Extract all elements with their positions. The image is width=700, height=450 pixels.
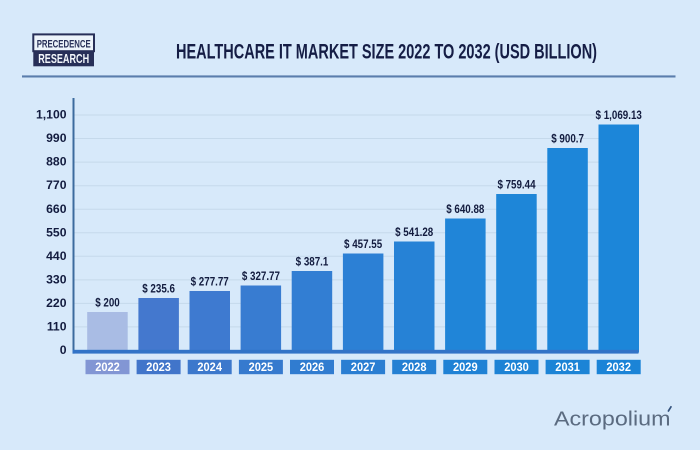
svg-text:$ 327.77: $ 327.77 (242, 269, 280, 283)
svg-text:2027: 2027 (351, 360, 376, 374)
svg-text:HEALTHCARE IT MARKET SIZE 2022: HEALTHCARE IT MARKET SIZE 2022 TO 2032 (… (176, 39, 597, 63)
svg-text:2024: 2024 (197, 360, 222, 374)
svg-text:990: 990 (46, 131, 67, 145)
svg-text:2028: 2028 (402, 360, 427, 374)
svg-text:550: 550 (46, 225, 67, 239)
svg-text:2023: 2023 (146, 360, 171, 374)
svg-text:770: 770 (46, 178, 67, 192)
svg-text:440: 440 (46, 249, 67, 263)
svg-text:$ 277.77: $ 277.77 (191, 275, 229, 289)
svg-text:2022: 2022 (95, 360, 120, 374)
svg-text:$ 1,069.13: $ 1,069.13 (596, 108, 642, 122)
svg-text:$ 200: $ 200 (95, 296, 120, 310)
svg-text:$ 541.28: $ 541.28 (395, 225, 433, 239)
svg-text:2025: 2025 (249, 360, 274, 374)
svg-text:2029: 2029 (453, 360, 478, 374)
svg-text:Acropolium: Acropolium (554, 408, 671, 430)
svg-text:RESEARCH: RESEARCH (38, 52, 89, 66)
svg-text:220: 220 (46, 296, 67, 310)
svg-text:660: 660 (46, 202, 67, 216)
svg-text:330: 330 (46, 273, 67, 287)
svg-text:$ 759.44: $ 759.44 (497, 178, 535, 192)
svg-text:$ 457.55: $ 457.55 (344, 237, 382, 251)
svg-text:2030: 2030 (504, 360, 529, 374)
svg-text:$ 387.1: $ 387.1 (296, 255, 329, 269)
svg-text:2032: 2032 (606, 360, 631, 374)
svg-text:110: 110 (47, 320, 67, 334)
svg-text:2031: 2031 (555, 360, 580, 374)
svg-text:$ 235.6: $ 235.6 (142, 282, 175, 296)
svg-text:$ 900.7: $ 900.7 (551, 132, 584, 146)
svg-text:PRECEDENCE: PRECEDENCE (37, 38, 91, 50)
svg-text:1,100: 1,100 (36, 108, 67, 122)
svg-text:$ 640.88: $ 640.88 (446, 202, 484, 216)
svg-text:880: 880 (46, 155, 67, 169)
svg-text:0: 0 (60, 343, 67, 357)
svg-text:2026: 2026 (300, 360, 325, 374)
